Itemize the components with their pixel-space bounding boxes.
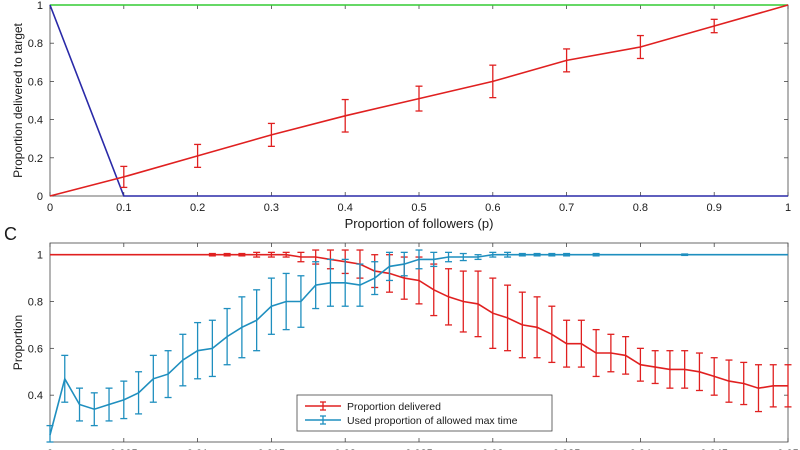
- x-tick-label: 0.7: [559, 202, 574, 214]
- y-tick-label: 0.4: [28, 390, 43, 402]
- legend-box: [296, 394, 553, 432]
- series-3: [49, 4, 789, 197]
- x-tick-label: 0.005: [110, 448, 138, 450]
- legend-item: Proportion delivered: [305, 401, 441, 413]
- legend-item: Used proportion of allowed max time: [305, 415, 518, 427]
- y-axis-label: Proportion delivered to target: [11, 22, 25, 177]
- x-tick-label: 0.03: [482, 448, 503, 450]
- x-tick-label: 0.035: [553, 448, 581, 450]
- x-tick-label: 0.4: [338, 202, 353, 214]
- y-tick-label: 0.6: [28, 343, 43, 355]
- panel-label: C: [4, 224, 17, 244]
- series-line: [49, 253, 788, 436]
- y-tick-label: 0.2: [28, 153, 43, 165]
- y-axis-label: Proportion: [11, 315, 25, 370]
- x-tick-label: 0: [47, 202, 53, 214]
- x-tick-label: 0.6: [485, 202, 500, 214]
- x-tick-label: 0.3: [264, 202, 279, 214]
- series-line: [49, 4, 788, 197]
- x-tick-label: 0.1: [116, 202, 131, 214]
- x-tick-label: 1: [785, 202, 791, 214]
- chart-panel-2: 0 0.005 0.01 0.015 0.02 0.025 0.03 0.035 0.04 0.0…: [4, 224, 799, 450]
- x-tick-label: 0.025: [405, 448, 433, 450]
- x-tick-label: 0: [47, 448, 53, 450]
- series-line: [49, 4, 789, 197]
- chart-panel-1: 0 0.1 0.2 0.3 0.4 0.5 0.6 0.7 0.8 0.9 1 0 0.2 0.4 0.6 0…: [11, 0, 791, 231]
- y-tick-label: 0.8: [28, 297, 43, 309]
- x-tick-label: 0.015: [258, 448, 286, 450]
- x-tick-label: 0.045: [700, 448, 728, 450]
- x-axis-label: Proportion of followers (p): [345, 216, 494, 231]
- y-tick-label: 0: [37, 191, 43, 203]
- y-tick-label: 1: [37, 250, 43, 262]
- chart-legend: Proportion delivered Used proportion of a…: [296, 394, 553, 432]
- x-tick-label: 0.02: [334, 448, 355, 450]
- y-tick-label: 1: [37, 0, 43, 12]
- legend-label: Proportion delivered: [347, 401, 441, 413]
- legend-label: Used proportion of allowed max time: [347, 415, 518, 427]
- series-2: [49, 4, 788, 197]
- x-tick-label: 0.5: [411, 202, 426, 214]
- x-tick-label: 0.2: [190, 202, 205, 214]
- series-line: [50, 253, 788, 390]
- y-tick-label: 0.6: [28, 76, 43, 88]
- y-tick-label: 0.4: [28, 115, 43, 127]
- series-1: [50, 249, 792, 413]
- series-2: [46, 249, 788, 443]
- x-tick-label: 0.05: [777, 448, 798, 450]
- x-tick-label: 0.8: [633, 202, 648, 214]
- x-tick-label: 0.9: [707, 202, 722, 214]
- y-tick-label: 0.8: [28, 38, 43, 50]
- x-tick-label: 0.04: [630, 448, 651, 450]
- x-tick-label: 0.01: [187, 448, 208, 450]
